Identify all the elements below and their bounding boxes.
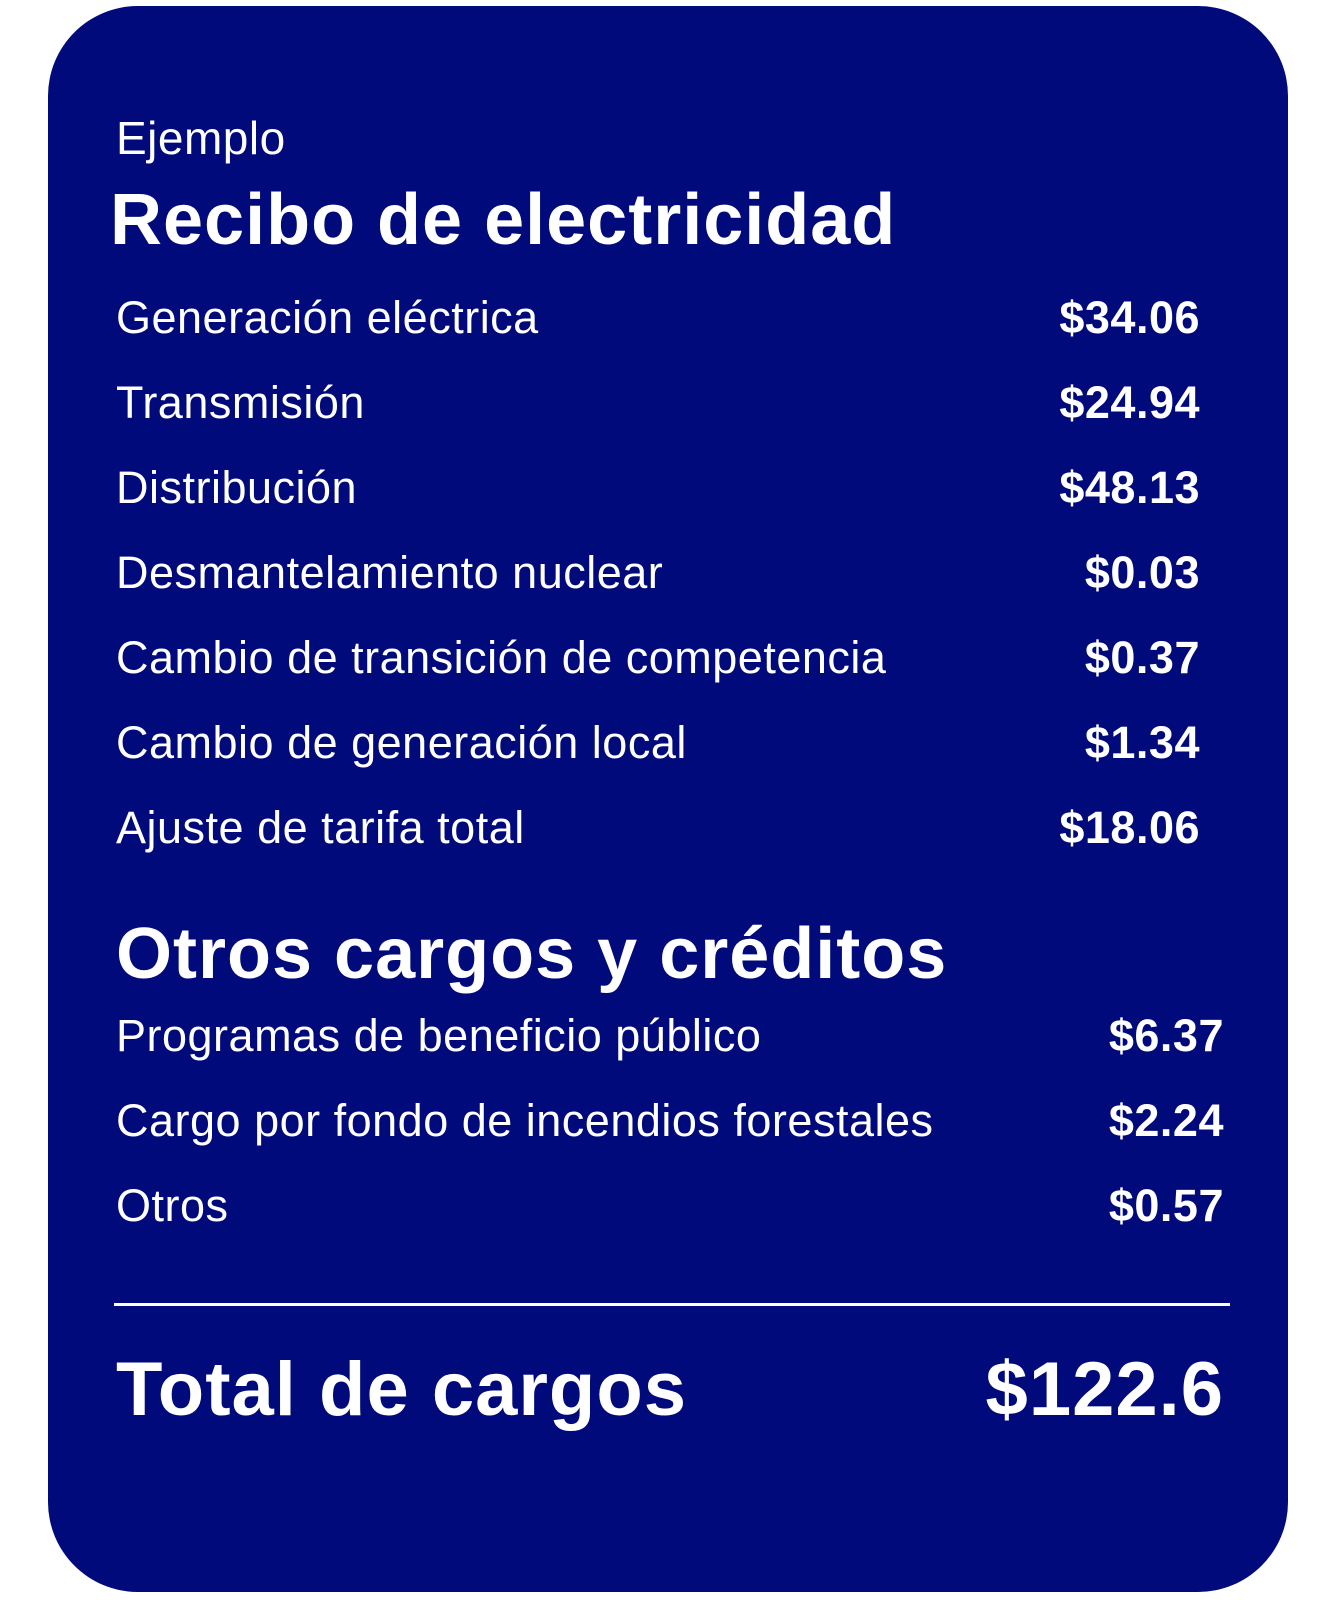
- charge-amount: $34.06: [1059, 292, 1200, 343]
- charge-row: Cargo por fondo de incendios forestales …: [116, 1091, 1224, 1151]
- charge-amount: $1.34: [1084, 717, 1200, 768]
- charge-amount: $0.37: [1084, 632, 1200, 683]
- charge-row: Generación eléctrica $34.06: [116, 288, 1200, 348]
- charge-row: Cambio de transición de competencia $0.3…: [116, 628, 1200, 688]
- total-label: Total de cargos: [116, 1346, 688, 1432]
- charge-label: Cargo por fondo de incendios forestales: [116, 1095, 934, 1146]
- charge-label: Ajuste de tarifa total: [116, 802, 525, 853]
- charge-label: Cambio de generación local: [116, 717, 687, 768]
- charge-row: Cambio de generación local $1.34: [116, 713, 1200, 773]
- charge-label: Otros: [116, 1180, 229, 1231]
- charge-label: Programas de beneficio público: [116, 1010, 762, 1061]
- eyebrow-label: Ejemplo: [116, 112, 286, 164]
- charge-label: Desmantelamiento nuclear: [116, 547, 664, 598]
- charge-label: Transmisión: [116, 377, 365, 428]
- total-amount: $122.6: [985, 1346, 1224, 1432]
- charge-amount: $2.24: [1108, 1095, 1224, 1146]
- charge-row: Desmantelamiento nuclear $0.03: [116, 543, 1200, 603]
- charge-amount: $0.57: [1108, 1180, 1224, 1231]
- charge-row: Distribución $48.13: [116, 458, 1200, 518]
- total-row: Total de cargos $122.6: [116, 1344, 1224, 1434]
- charge-amount: $6.37: [1108, 1010, 1224, 1061]
- charge-amount: $48.13: [1059, 462, 1200, 513]
- charge-row: Programas de beneficio público $6.37: [116, 1006, 1224, 1066]
- charge-amount: $24.94: [1059, 377, 1200, 428]
- total-divider: [114, 1303, 1230, 1306]
- charge-amount: $0.03: [1084, 547, 1200, 598]
- charge-label: Distribución: [116, 462, 358, 513]
- charge-label: Generación eléctrica: [116, 292, 539, 343]
- charge-amount: $18.06: [1059, 802, 1200, 853]
- charge-row: Otros $0.57: [116, 1176, 1224, 1236]
- charge-label: Cambio de transición de competencia: [116, 632, 887, 683]
- bill-card: [48, 6, 1288, 1592]
- charge-row: Ajuste de tarifa total $18.06: [116, 798, 1200, 858]
- charge-row: Transmisión $24.94: [116, 373, 1200, 433]
- other-charges-title: Otros cargos y créditos: [116, 914, 948, 994]
- bill-title: Recibo de electricidad: [110, 180, 897, 260]
